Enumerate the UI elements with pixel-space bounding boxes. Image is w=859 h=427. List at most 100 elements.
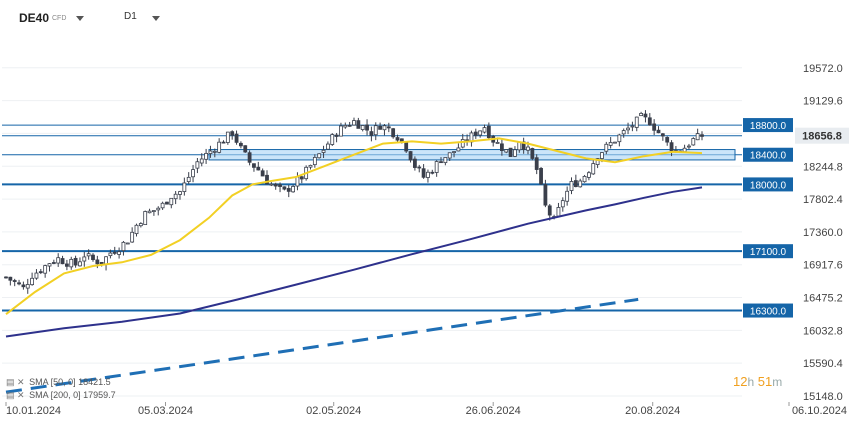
legend-sma-200[interactable]: ▤ ✕ SMA [200, 0] 17959.7 <box>6 390 116 401</box>
candle <box>238 141 243 149</box>
candle <box>317 153 322 159</box>
candle <box>56 253 61 267</box>
candle <box>539 167 543 185</box>
candle-body <box>417 166 422 169</box>
timeframe-dropdown-icon[interactable] <box>152 16 160 21</box>
candle <box>412 156 417 171</box>
candle-body <box>473 131 478 136</box>
y-tick-label: 19129.6 <box>803 96 843 108</box>
candle-body <box>600 152 604 159</box>
candle-body <box>317 153 322 159</box>
candle <box>604 141 609 155</box>
candle <box>626 122 630 135</box>
candle <box>25 278 30 294</box>
candle-body <box>21 284 26 288</box>
candle-body <box>269 183 274 186</box>
candle-body <box>112 251 117 254</box>
candle-body <box>578 180 583 188</box>
candle-body <box>25 284 30 289</box>
trendline-group <box>5 297 639 394</box>
candle <box>134 223 139 237</box>
moving-averages <box>5 137 703 338</box>
candle <box>69 256 74 270</box>
candle-body <box>439 161 443 164</box>
candle-body <box>643 113 648 118</box>
candle <box>665 136 670 146</box>
candle <box>291 184 296 193</box>
y-tick-label: 16032.8 <box>803 325 843 337</box>
candle-body <box>447 152 452 159</box>
close-icon[interactable]: ▤ ✕ <box>6 377 25 387</box>
candle-body <box>156 207 161 211</box>
candle <box>243 145 248 153</box>
candle-body <box>687 145 691 148</box>
candle-body <box>613 141 617 144</box>
candle-body <box>652 123 657 131</box>
candle-body <box>382 125 387 131</box>
candle <box>356 117 361 129</box>
y-tick-label: 19572.0 <box>803 63 843 75</box>
close-icon[interactable]: ▤ ✕ <box>6 390 25 400</box>
candle-body <box>78 261 82 267</box>
candle <box>199 153 204 167</box>
candle <box>639 111 643 117</box>
level-label: 16300.0 <box>743 303 793 318</box>
candle-body <box>565 190 570 202</box>
candle <box>421 164 426 179</box>
y-tick-label: 16475.2 <box>803 293 843 305</box>
timer-minutes-unit: m <box>772 375 783 389</box>
candle <box>343 122 348 129</box>
candle-body <box>238 142 243 147</box>
candle-body <box>378 125 383 130</box>
level-label-text: 18800.0 <box>750 121 787 132</box>
candle-body <box>65 263 69 267</box>
candle <box>647 113 652 126</box>
candle-body <box>312 157 317 166</box>
candle <box>513 146 517 158</box>
candle-body <box>73 257 78 266</box>
candle-body <box>252 163 256 168</box>
candle <box>169 197 174 209</box>
candle <box>78 257 82 267</box>
candle-body <box>221 141 226 144</box>
candle <box>404 141 409 153</box>
timeframe-label[interactable]: D1 <box>124 11 137 22</box>
candle-body <box>543 184 548 206</box>
candle-body <box>499 143 504 151</box>
candle <box>34 269 39 280</box>
candle-body <box>452 151 456 153</box>
candle <box>530 147 535 161</box>
candle-body <box>591 163 596 175</box>
candle-body <box>208 150 213 154</box>
candle-body <box>621 130 626 135</box>
candle-body <box>556 207 561 217</box>
candle-body <box>265 174 269 185</box>
candle-body <box>60 258 65 265</box>
candle <box>86 249 91 260</box>
price-axis: 19572.0 19129.6 18244.8 17802.4 17360.0 16917… <box>795 63 849 403</box>
legend-sma-50[interactable]: ▤ ✕ SMA [50, 0] 18421.5 <box>6 377 111 388</box>
candle <box>478 130 483 138</box>
candle <box>173 191 178 205</box>
candle <box>247 150 252 166</box>
candle-body <box>147 210 152 214</box>
candle-body <box>69 258 74 268</box>
candle <box>652 119 657 136</box>
candle <box>8 276 13 286</box>
level-label-bg <box>743 118 793 133</box>
candle <box>278 182 282 193</box>
symbol-dropdown-icon[interactable] <box>76 16 84 21</box>
symbol-label[interactable]: DE40 <box>19 11 50 25</box>
candle <box>382 123 387 136</box>
candle <box>47 263 52 272</box>
candle <box>43 264 48 278</box>
candle-body <box>299 176 304 180</box>
candle-body <box>225 131 230 143</box>
candle-body <box>12 280 17 282</box>
candle <box>486 122 491 140</box>
candle <box>408 150 413 163</box>
candle <box>82 251 87 267</box>
candle <box>682 144 687 153</box>
legend-name: SMA <box>29 390 49 400</box>
